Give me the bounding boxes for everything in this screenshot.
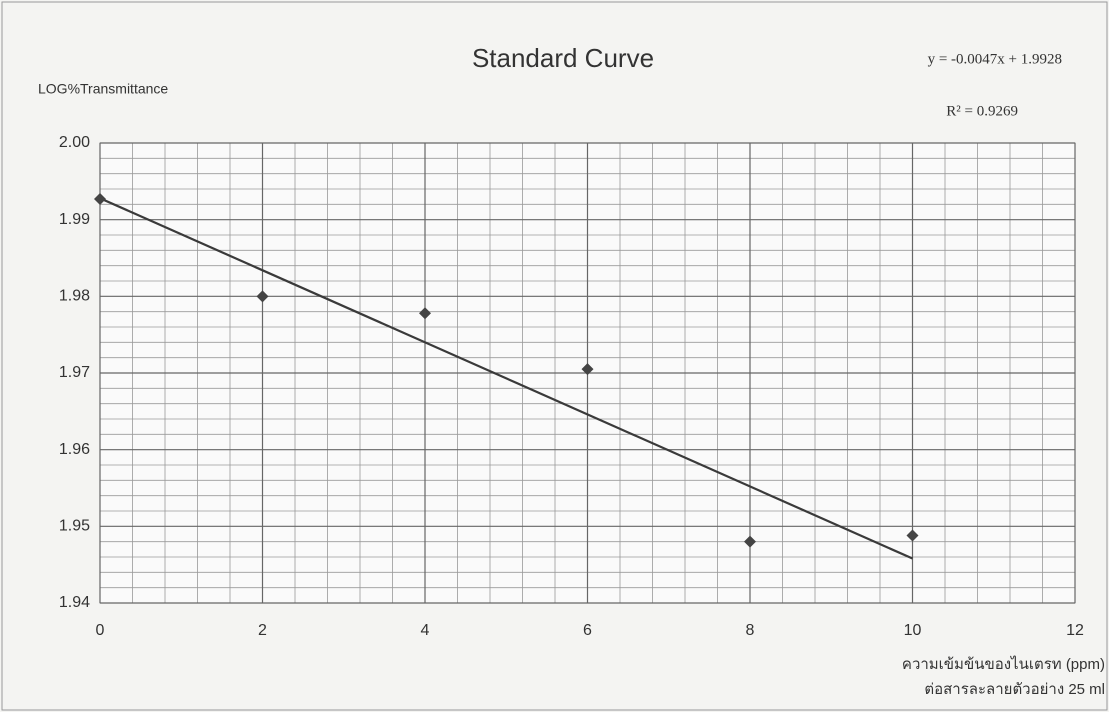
y-tick-label: 1.96	[59, 441, 90, 458]
y-tick-label: 1.99	[59, 211, 90, 228]
y-tick-label: 1.97	[59, 364, 90, 381]
y-tick-label: 1.98	[59, 288, 90, 305]
y-tick-label: 2.00	[59, 134, 90, 151]
x-tick-label: 8	[746, 622, 755, 639]
y-axis-label: LOG%Transmittance	[38, 81, 168, 97]
chart-title: Standard Curve	[472, 43, 654, 73]
chart: Standard Curve LOG%Transmittance y = -0.…	[0, 0, 1109, 712]
x-axis-label: ต่อสารละลายตัวอย่าง 25 ml	[924, 681, 1105, 698]
y-tick-label: 1.94	[59, 594, 90, 611]
x-tick-label: 4	[421, 622, 430, 639]
x-tick-label: 6	[583, 622, 592, 639]
x-tick-label: 0	[96, 622, 105, 639]
equation: y = -0.0047x + 1.9928	[928, 51, 1062, 67]
x-tick-label: 10	[904, 622, 922, 639]
x-axis-label: ความเข้มข้นของไนเตรท (ppm)	[902, 655, 1105, 673]
x-tick-label: 2	[258, 622, 267, 639]
x-tick-label: 12	[1066, 622, 1084, 639]
y-tick-label: 1.95	[59, 518, 90, 535]
page: Standard Curve LOG%Transmittance y = -0.…	[0, 0, 1109, 712]
r-squared: R² = 0.9269	[946, 103, 1018, 119]
